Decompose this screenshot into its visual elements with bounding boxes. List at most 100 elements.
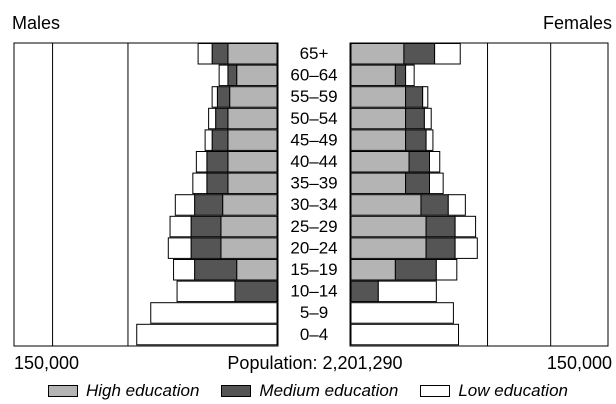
females-bar-medium-education <box>405 107 425 130</box>
age-group-label: 65+ <box>300 44 329 63</box>
females-bar-medium-education <box>403 43 436 65</box>
females-bar-low-education <box>377 280 437 303</box>
males-background-outlines <box>52 43 129 346</box>
females-bar-high-education <box>350 172 407 195</box>
females-bar-medium-education <box>405 172 431 195</box>
age-group-label: 45–49 <box>290 130 337 149</box>
males-bar-low-education <box>195 151 208 173</box>
females-bar-low-education <box>454 215 477 238</box>
males-bar-high-education <box>227 43 278 65</box>
age-group-label: 15–19 <box>290 260 337 279</box>
age-group-label: 20–24 <box>290 238 337 257</box>
females-bar-high-education <box>350 194 422 216</box>
age-group-label: 5–9 <box>300 303 328 322</box>
age-group-label: 55–59 <box>290 87 337 106</box>
females-bar-high-education <box>350 215 427 238</box>
females-bar-low-education <box>434 43 461 65</box>
males-bar-low-education <box>176 280 236 303</box>
females-panel <box>349 42 609 347</box>
males-bar-low-education <box>174 194 196 216</box>
females-bar-low-education <box>435 259 458 281</box>
males-bar-medium-education <box>194 259 238 281</box>
legend-label: Low education <box>458 381 568 400</box>
females-bars <box>350 43 478 346</box>
males-bar-medium-education <box>190 215 222 238</box>
males-bar-medium-education <box>211 129 229 151</box>
age-group-label: 40–44 <box>290 152 337 171</box>
medium-education-swatch <box>221 385 252 397</box>
females-bar-high-education <box>350 107 407 130</box>
males-bar-low-education <box>150 302 278 324</box>
legend-label: Medium education <box>259 381 399 400</box>
legend: High education Medium education Low educ… <box>0 380 616 402</box>
males-panel <box>13 42 279 347</box>
males-bar-high-education <box>227 151 278 173</box>
age-group-label: 60–64 <box>290 66 337 85</box>
males-bar-medium-education <box>234 280 278 303</box>
males-bars <box>136 43 278 346</box>
females-bar-high-education <box>350 86 407 108</box>
females-bar-low-education <box>350 302 454 324</box>
age-group-label: 25–29 <box>290 217 337 236</box>
females-bar-medium-education <box>420 194 449 216</box>
males-bar-medium-education <box>216 86 231 108</box>
males-bar-high-education <box>220 215 278 238</box>
legend-item-high-education: High education <box>48 381 199 401</box>
females-bar-medium-education <box>405 86 424 108</box>
females-bar-medium-education <box>425 215 456 238</box>
males-bar-high-education <box>222 194 278 216</box>
females-background-outlines <box>487 43 552 346</box>
females-bar-medium-education <box>394 64 407 87</box>
legend-item-low-education: Low education <box>420 381 568 401</box>
females-bar-low-education <box>422 86 429 108</box>
males-bar-low-education <box>204 129 213 151</box>
legend-item-medium-education: Medium education <box>221 381 398 401</box>
low-education-swatch <box>420 385 451 397</box>
males-bar-low-education <box>173 259 196 281</box>
females-bar-high-education <box>350 237 427 259</box>
females-bar-low-education <box>447 194 466 216</box>
age-group-label: 0–4 <box>300 325 328 344</box>
females-bar-medium-education <box>408 151 431 173</box>
females-bar-medium-education <box>425 237 456 259</box>
males-bar-low-education <box>208 107 217 130</box>
males-bar-medium-education <box>194 194 224 216</box>
males-bar-medium-education <box>190 237 222 259</box>
age-group-label: 30–34 <box>290 195 337 214</box>
females-bar-medium-education <box>394 259 437 281</box>
females-bar-low-education <box>454 237 478 259</box>
males-bar-high-education <box>227 107 278 130</box>
males-bar-low-education <box>192 172 208 195</box>
males-bar-high-education <box>229 86 278 108</box>
age-group-label: 50–54 <box>290 109 337 128</box>
males-bar-medium-education <box>206 172 229 195</box>
females-bar-high-education <box>350 64 396 87</box>
males-bar-high-education <box>227 129 278 151</box>
age-group-labels: 65+ 60–64 55–59 50–54 45–49 40–44 35–39 30–34 25… <box>290 44 337 344</box>
males-bar-low-education <box>218 64 229 87</box>
females-bar-low-education <box>429 151 441 173</box>
males-bar-low-education <box>136 323 278 346</box>
females-bar-low-education <box>429 172 444 195</box>
males-bar-high-education <box>236 259 278 281</box>
males-bar-low-education <box>169 215 192 238</box>
legend-label: High education <box>86 381 200 400</box>
males-bar-high-education <box>220 237 278 259</box>
age-group-label: 10–14 <box>290 282 337 301</box>
age-group-label: 35–39 <box>290 174 337 193</box>
females-bar-low-education <box>405 64 415 87</box>
males-bar-low-education <box>197 43 213 65</box>
males-bar-medium-education <box>211 43 229 65</box>
females-title: Females <box>543 13 612 33</box>
population-total-label: Population: 2,201,290 <box>227 353 402 373</box>
females-bar-low-education <box>425 129 434 151</box>
females-bar-medium-education <box>350 280 379 303</box>
males-bar-medium-education <box>206 151 229 173</box>
males-axis-tick-label: 150,000 <box>14 353 79 373</box>
high-education-swatch <box>48 385 78 397</box>
females-bar-high-education <box>350 151 410 173</box>
males-bar-high-education <box>236 64 278 87</box>
females-axis-tick-label: 150,000 <box>547 353 612 373</box>
females-bar-high-education <box>350 129 407 151</box>
